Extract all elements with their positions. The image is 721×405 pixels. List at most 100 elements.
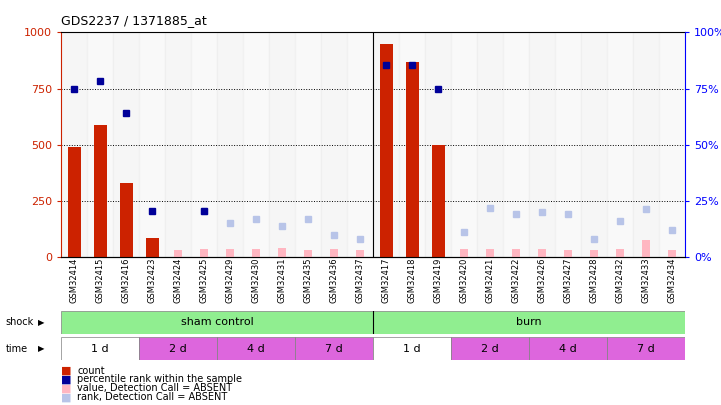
Bar: [330, 249, 338, 257]
Text: GSM32426: GSM32426: [538, 257, 547, 303]
Text: ▶: ▶: [37, 344, 44, 353]
Bar: [555, 32, 581, 257]
Text: GSM32418: GSM32418: [407, 257, 417, 303]
Bar: [139, 337, 217, 360]
Bar: [406, 62, 419, 257]
Text: GSM32415: GSM32415: [96, 257, 105, 303]
Text: shock: shock: [6, 318, 34, 327]
Bar: [529, 32, 555, 257]
Bar: [373, 32, 399, 257]
Bar: [174, 250, 182, 257]
Text: rank, Detection Call = ABSENT: rank, Detection Call = ABSENT: [77, 392, 227, 402]
Text: GSM32424: GSM32424: [174, 257, 182, 303]
Text: GSM32431: GSM32431: [278, 257, 287, 303]
Bar: [642, 240, 650, 257]
Bar: [529, 337, 607, 360]
Bar: [269, 32, 295, 257]
Bar: [295, 32, 321, 257]
Bar: [347, 32, 373, 257]
Text: ■: ■: [61, 375, 72, 384]
Bar: [538, 249, 546, 257]
Bar: [226, 249, 234, 257]
Bar: [477, 32, 503, 257]
Text: GSM32419: GSM32419: [433, 257, 443, 303]
Text: GSM32436: GSM32436: [329, 257, 339, 303]
Text: GSM32414: GSM32414: [70, 257, 79, 303]
Bar: [590, 250, 598, 257]
Text: GSM32434: GSM32434: [668, 257, 676, 303]
Text: GSM32429: GSM32429: [226, 257, 235, 303]
Bar: [243, 32, 269, 257]
Text: 7 d: 7 d: [637, 344, 655, 354]
Bar: [633, 32, 659, 257]
Bar: [503, 32, 529, 257]
Bar: [380, 44, 393, 257]
Bar: [356, 250, 364, 257]
Text: time: time: [6, 344, 28, 354]
Text: GSM32427: GSM32427: [564, 257, 572, 303]
Bar: [87, 32, 113, 257]
Text: GSM32417: GSM32417: [381, 257, 391, 303]
Text: 2 d: 2 d: [481, 344, 499, 354]
Text: 1 d: 1 d: [403, 344, 421, 354]
Bar: [61, 311, 373, 334]
Bar: [120, 183, 133, 257]
Text: 2 d: 2 d: [169, 344, 187, 354]
Bar: [252, 249, 260, 257]
Bar: [607, 337, 685, 360]
Bar: [607, 32, 633, 257]
Text: 4 d: 4 d: [247, 344, 265, 354]
Text: ■: ■: [61, 392, 72, 402]
Text: GDS2237 / 1371885_at: GDS2237 / 1371885_at: [61, 14, 207, 27]
Text: count: count: [77, 366, 105, 375]
Bar: [113, 32, 139, 257]
Bar: [191, 32, 217, 257]
Bar: [217, 337, 295, 360]
Bar: [321, 32, 347, 257]
Bar: [512, 249, 520, 257]
Text: GSM32421: GSM32421: [485, 257, 495, 303]
Text: ▶: ▶: [37, 318, 44, 327]
Bar: [165, 32, 191, 257]
Bar: [94, 125, 107, 257]
Text: sham control: sham control: [181, 318, 254, 327]
Text: GSM32425: GSM32425: [200, 257, 208, 303]
Text: 1 d: 1 d: [92, 344, 109, 354]
Bar: [278, 248, 286, 257]
Bar: [200, 249, 208, 257]
Bar: [564, 250, 572, 257]
Bar: [373, 337, 451, 360]
Bar: [616, 249, 624, 257]
Bar: [295, 337, 373, 360]
Text: GSM32437: GSM32437: [355, 257, 365, 303]
Text: percentile rank within the sample: percentile rank within the sample: [77, 375, 242, 384]
Bar: [217, 32, 243, 257]
Bar: [659, 32, 685, 257]
Bar: [61, 32, 87, 257]
Text: 7 d: 7 d: [325, 344, 343, 354]
Text: GSM32422: GSM32422: [511, 257, 521, 303]
Bar: [460, 249, 468, 257]
Bar: [425, 32, 451, 257]
Bar: [486, 249, 494, 257]
Text: GSM32420: GSM32420: [459, 257, 469, 303]
Bar: [139, 32, 165, 257]
Bar: [304, 250, 312, 257]
Bar: [399, 32, 425, 257]
Bar: [61, 337, 139, 360]
Text: ■: ■: [61, 366, 72, 375]
Text: ■: ■: [61, 384, 72, 393]
Text: value, Detection Call = ABSENT: value, Detection Call = ABSENT: [77, 384, 232, 393]
Bar: [432, 145, 445, 257]
Bar: [451, 32, 477, 257]
Text: GSM32433: GSM32433: [642, 257, 650, 303]
Bar: [668, 250, 676, 257]
Bar: [451, 337, 529, 360]
Text: GSM32416: GSM32416: [122, 257, 131, 303]
Text: GSM32435: GSM32435: [304, 257, 313, 303]
Text: GSM32423: GSM32423: [148, 257, 156, 303]
Bar: [68, 147, 81, 257]
Bar: [146, 238, 159, 257]
Text: 4 d: 4 d: [559, 344, 577, 354]
Text: burn: burn: [516, 318, 542, 327]
